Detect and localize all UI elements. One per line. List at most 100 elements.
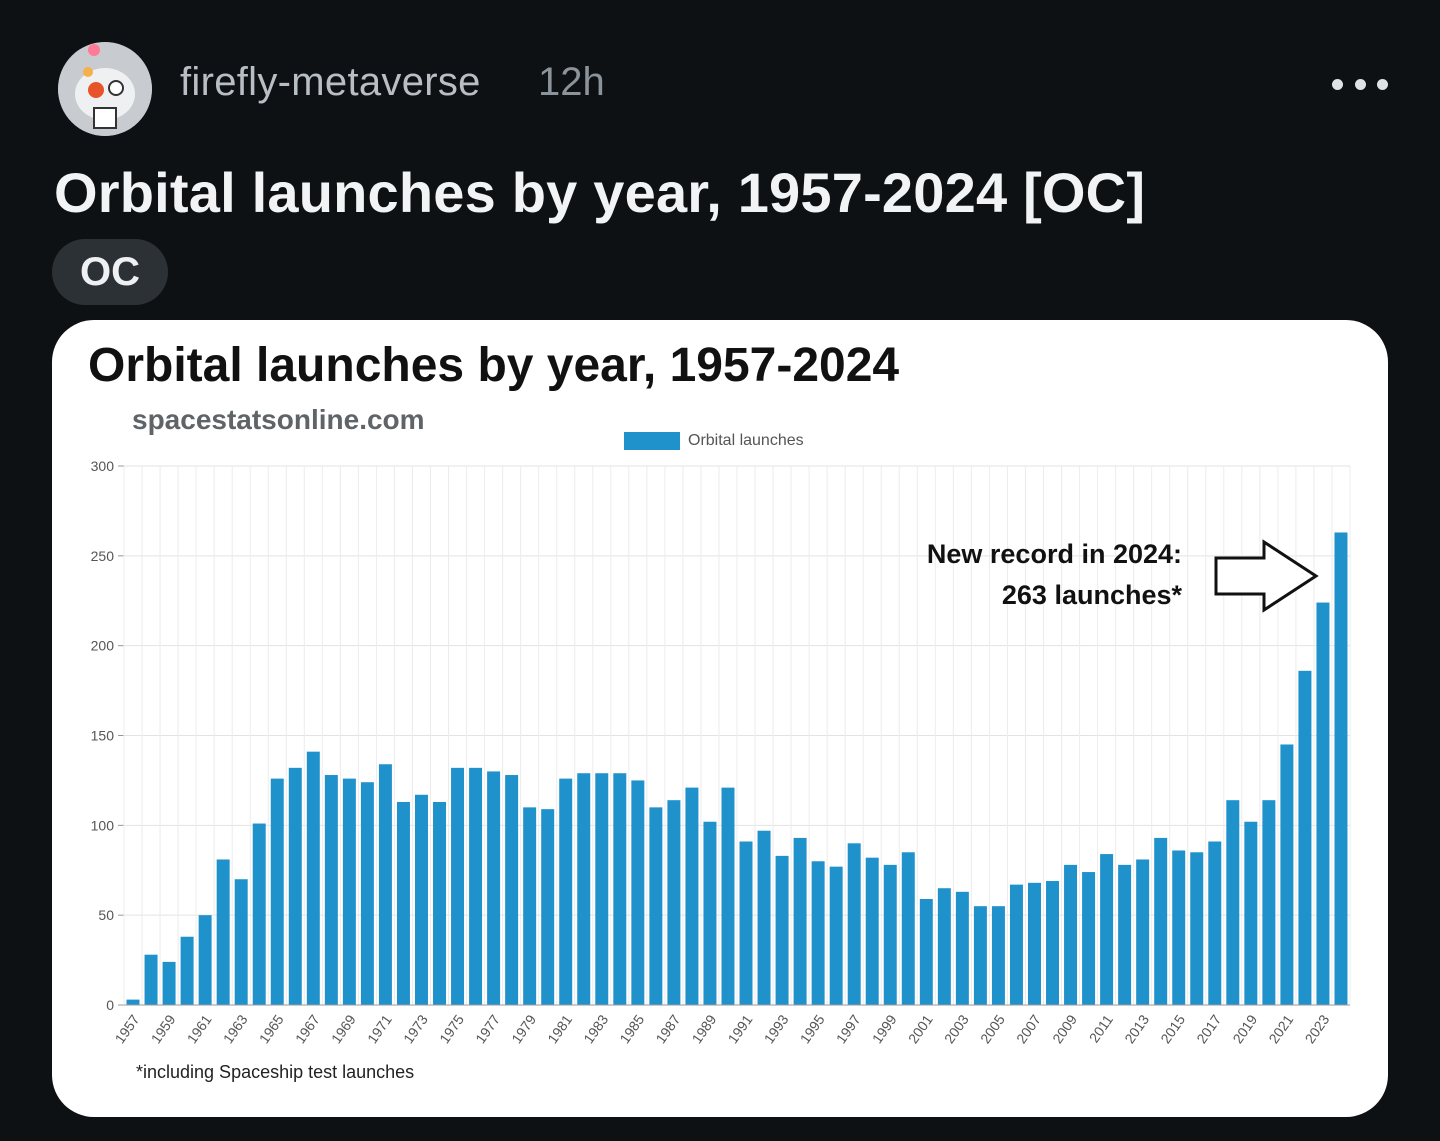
bar-1984: [613, 773, 627, 1005]
post-flair[interactable]: OC: [52, 239, 168, 305]
bar-1976: [469, 767, 483, 1005]
bar-2014: [1154, 837, 1168, 1005]
x-tick-label: 1993: [761, 1012, 792, 1047]
bar-1967: [306, 751, 320, 1005]
x-tick-label: 1983: [580, 1012, 611, 1047]
bar-1981: [559, 778, 573, 1005]
x-tick-label: 1957: [112, 1012, 143, 1047]
bar-2010: [1082, 872, 1096, 1005]
bar-1961: [198, 915, 212, 1005]
bar-1972: [396, 801, 410, 1005]
bar-1993: [775, 855, 789, 1005]
bar-1999: [883, 864, 897, 1005]
bar-2008: [1046, 881, 1060, 1005]
annotation-line-1: New record in 2024:: [926, 539, 1182, 569]
x-tick-label: 2003: [941, 1012, 972, 1047]
x-tick-label: 2009: [1049, 1012, 1080, 1047]
bar-2002: [937, 888, 951, 1005]
y-tick-label: 100: [91, 817, 115, 833]
bar-1995: [811, 861, 825, 1005]
bar-2024: [1334, 532, 1348, 1005]
bar-1992: [757, 830, 771, 1005]
x-tick-label: 1981: [544, 1012, 575, 1047]
x-tick-label: 1961: [184, 1012, 215, 1047]
bar-1994: [793, 837, 807, 1005]
y-tick-label: 300: [91, 458, 115, 474]
post-author[interactable]: firefly-metaverse: [180, 60, 481, 104]
bar-2017: [1208, 841, 1222, 1005]
x-tick-label: 2015: [1157, 1012, 1188, 1047]
chart-title: Orbital launches by year, 1957-2024: [88, 339, 900, 392]
more-options-dot: [1354, 78, 1366, 90]
bar-1958: [144, 954, 158, 1005]
post-header: firefly-metaverse 12h: [58, 30, 1398, 140]
y-tick-label: 0: [106, 997, 114, 1013]
bar-2020: [1262, 800, 1276, 1005]
chart-annotation: New record in 2024: 263 launches*: [927, 534, 1182, 616]
bar-2015: [1172, 850, 1186, 1005]
bar-1971: [378, 764, 392, 1005]
x-tick-label: 1977: [472, 1012, 503, 1047]
bar-1978: [505, 775, 519, 1005]
bar-2018: [1226, 800, 1240, 1005]
bar-1977: [487, 771, 501, 1005]
x-tick-label: 1991: [725, 1012, 756, 1047]
bar-1989: [703, 821, 717, 1005]
snoo-avatar-icon: [58, 42, 152, 136]
legend-swatch: [624, 432, 680, 450]
x-tick-label: 1967: [292, 1012, 323, 1047]
bar-1975: [451, 767, 465, 1005]
more-options-icon: [1332, 78, 1343, 90]
x-tick-label: 2007: [1013, 1012, 1044, 1047]
chart-legend: Orbital launches: [624, 432, 804, 450]
more-options-dot: [1377, 78, 1388, 90]
bar-1966: [288, 767, 302, 1005]
user-avatar[interactable]: [58, 42, 152, 136]
x-tick-label: 1969: [328, 1012, 359, 1047]
more-options-button[interactable]: [1332, 68, 1388, 100]
bar-2021: [1280, 744, 1294, 1005]
x-tick-label: 2019: [1229, 1012, 1260, 1047]
x-tick-label: 1997: [833, 1012, 864, 1047]
y-tick-label: 150: [91, 728, 115, 744]
bar-1959: [162, 961, 176, 1005]
x-tick-label: 2005: [977, 1012, 1008, 1047]
x-tick-label: 2013: [1121, 1012, 1152, 1047]
annotation-arrow-icon: [1214, 539, 1319, 613]
x-tick-label: 1979: [508, 1012, 539, 1047]
bar-1973: [414, 794, 428, 1005]
bar-2005: [991, 906, 1005, 1005]
bar-1996: [829, 866, 843, 1005]
post-image[interactable]: Orbital launches by year, 1957-2024 spac…: [52, 320, 1388, 1117]
bar-1965: [270, 778, 284, 1005]
legend-label: Orbital launches: [688, 432, 804, 449]
bar-1983: [595, 773, 609, 1005]
bar-1980: [541, 809, 555, 1005]
bar-2011: [1100, 854, 1114, 1005]
x-tick-label: 1987: [652, 1012, 683, 1047]
bar-1979: [523, 807, 537, 1005]
x-tick-label: 1995: [797, 1012, 828, 1047]
x-tick-label: 1965: [256, 1012, 287, 1047]
bar-1962: [216, 859, 230, 1005]
chart-source: spacestatsonline.com: [132, 404, 425, 435]
bar-2016: [1190, 852, 1204, 1005]
bar-1963: [234, 879, 248, 1005]
bar-1998: [865, 857, 879, 1005]
x-tick-label: 1971: [364, 1012, 395, 1047]
bar-2012: [1118, 864, 1132, 1005]
x-tick-label: 2017: [1193, 1012, 1224, 1047]
post-title[interactable]: Orbital launches by year, 1957-2024 [OC]: [54, 161, 1146, 224]
bar-2019: [1244, 821, 1258, 1005]
y-tick-label: 200: [91, 638, 115, 654]
x-tick-label: 1989: [688, 1012, 719, 1047]
bar-1974: [433, 801, 447, 1005]
bar-1957: [126, 999, 140, 1005]
bar-1968: [324, 775, 338, 1005]
x-tick-label: 2021: [1265, 1012, 1296, 1047]
x-tick-label: 1963: [220, 1012, 251, 1047]
bar-2000: [901, 852, 915, 1005]
x-tick-label: 1959: [148, 1012, 179, 1047]
bar-1982: [577, 773, 591, 1005]
